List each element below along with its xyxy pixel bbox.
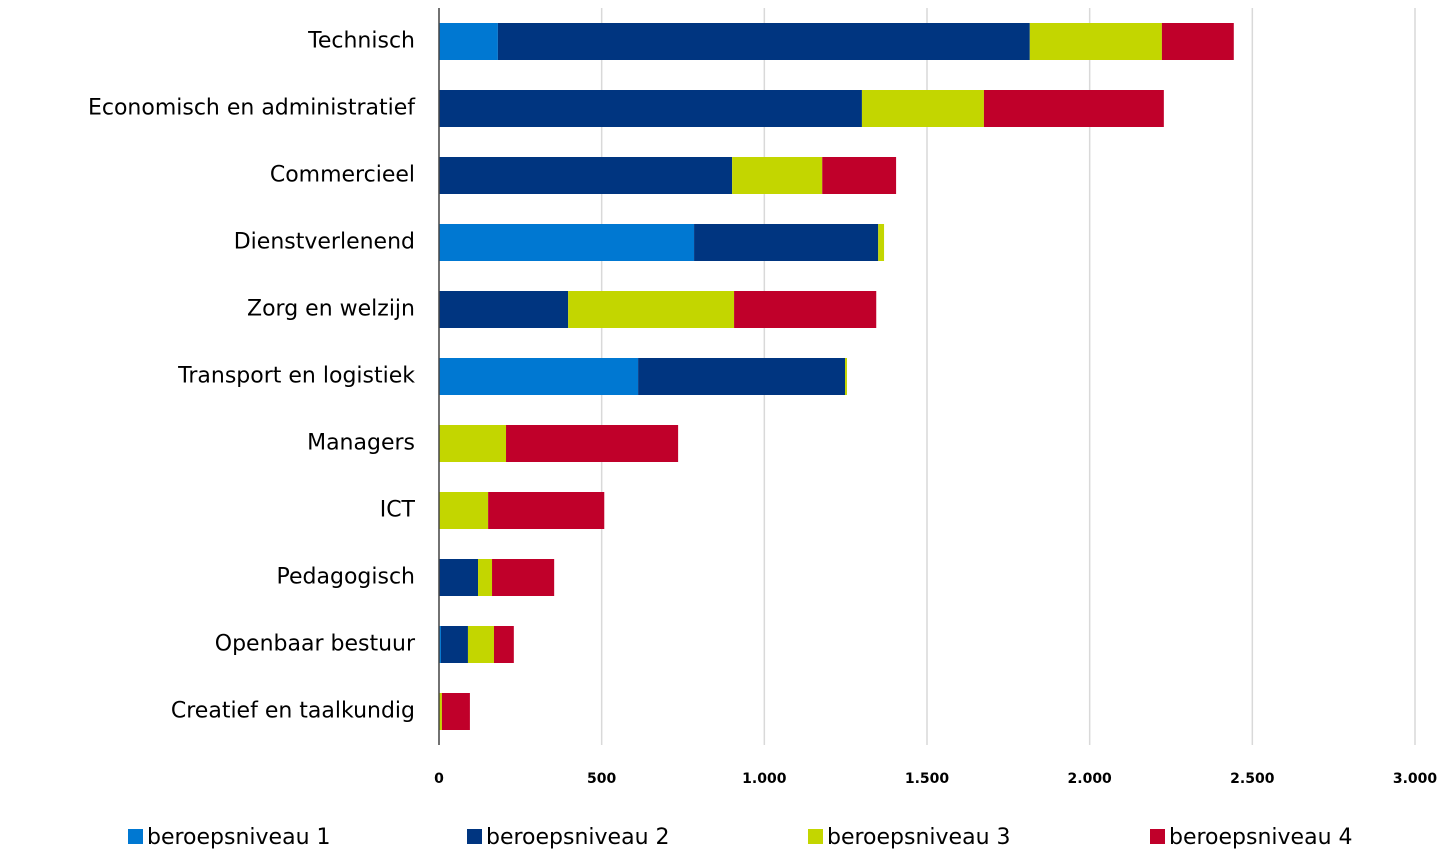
y-tick-label: Economisch en administratief: [88, 96, 416, 121]
bar-segment: [506, 425, 679, 462]
bar-segment: [439, 425, 507, 462]
bar-segment: [983, 90, 1164, 127]
bar-segment: [694, 224, 879, 261]
bar-segment: [439, 291, 569, 328]
bar-segment: [439, 358, 639, 395]
bar-segment: [492, 559, 555, 596]
legend-swatch: [1150, 829, 1165, 844]
bar-segment: [439, 492, 489, 529]
y-tick-label: Zorg en welzijn: [247, 297, 415, 322]
legend-swatch: [128, 829, 143, 844]
legend-swatch: [467, 829, 482, 844]
y-tick-label: Managers: [307, 431, 415, 456]
y-tick-label: ICT: [380, 498, 416, 523]
x-tick-label: 2.500: [1230, 771, 1275, 787]
bar-segment: [822, 157, 897, 194]
bar-segment: [439, 693, 442, 730]
bar-segment: [861, 90, 984, 127]
x-tick-label: 1.000: [742, 771, 787, 787]
bar-segment: [568, 291, 735, 328]
y-tick-label: Pedagogisch: [277, 565, 415, 590]
y-tick-label: Creatief en taalkundig: [171, 699, 415, 724]
x-tick-label: 0: [434, 771, 444, 787]
bar-segment: [732, 157, 823, 194]
bar-segment: [439, 157, 733, 194]
y-tick-label: Technisch: [307, 29, 415, 54]
bar-segment: [488, 492, 605, 529]
bar-segment: [439, 224, 695, 261]
x-tick-label: 1.500: [905, 771, 950, 787]
bar-segment: [493, 626, 514, 663]
bar-segment: [497, 23, 1030, 60]
x-tick-label: 500: [587, 771, 616, 787]
bar-segment: [439, 626, 441, 663]
bar-segment: [638, 358, 846, 395]
legend-label: beroepsniveau 4: [1169, 825, 1353, 850]
bar-segment: [441, 693, 470, 730]
legend-label: beroepsniveau 2: [486, 825, 670, 850]
bar-segment: [439, 23, 498, 60]
legend-swatch: [808, 829, 823, 844]
bar-segment: [467, 626, 494, 663]
bar-segment: [734, 291, 877, 328]
bar-segment: [478, 559, 493, 596]
bar-segment: [440, 626, 468, 663]
y-tick-label: Dienstverlenend: [234, 230, 415, 255]
bar-segment: [439, 559, 479, 596]
y-tick-label: Openbaar bestuur: [215, 632, 416, 657]
y-tick-label: Transport en logistiek: [177, 364, 415, 389]
bar-segment: [1029, 23, 1162, 60]
bar-segment: [845, 358, 847, 395]
bar-segment: [878, 224, 885, 261]
bar-segment: [439, 90, 862, 127]
legend-label: beroepsniveau 3: [827, 825, 1011, 850]
bar-segment: [1161, 23, 1234, 60]
legend-label: beroepsniveau 1: [147, 825, 331, 850]
x-tick-label: 2.000: [1068, 771, 1113, 787]
x-tick-label: 3.000: [1393, 771, 1438, 787]
y-tick-label: Commercieel: [270, 163, 415, 188]
